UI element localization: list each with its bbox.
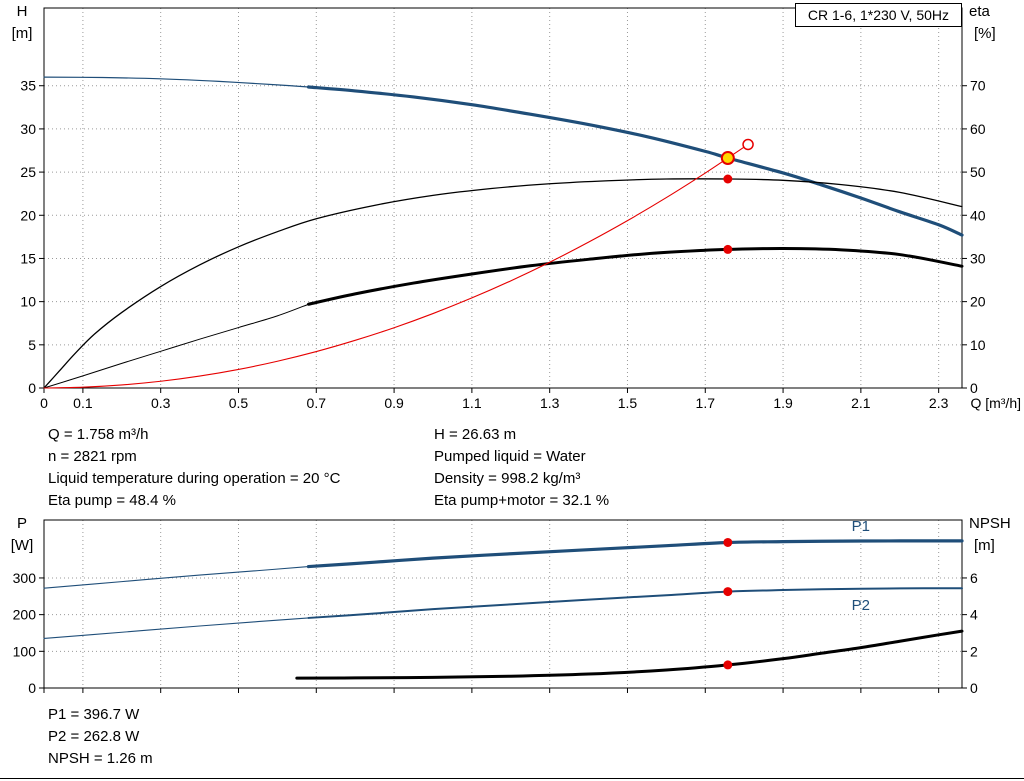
power-info: P1 = 396.7 W P2 = 262.8 W NPSH = 1.26 m (48, 704, 153, 770)
y-right-axis-name: NPSH (969, 515, 1011, 532)
eta-pump-curve (43, 178, 963, 389)
info-line-n: n = 2821 rpm (48, 448, 137, 465)
svg-text:1.5: 1.5 (618, 395, 638, 411)
svg-text:100: 100 (13, 643, 37, 659)
system-curve (43, 143, 749, 389)
series-label-p2: P2 (852, 597, 870, 614)
svg-text:30: 30 (20, 121, 36, 137)
svg-text:35: 35 (20, 78, 36, 94)
p1-marker (723, 537, 733, 547)
svg-text:1.3: 1.3 (540, 395, 560, 411)
eta-pump-marker (723, 174, 733, 184)
svg-text:4: 4 (970, 607, 978, 623)
svg-text:0.1: 0.1 (73, 395, 93, 411)
svg-text:2: 2 (970, 643, 978, 659)
plot-frame (43, 7, 963, 389)
svg-text:30: 30 (970, 250, 986, 266)
svg-text:2.1: 2.1 (851, 395, 871, 411)
svg-text:1.1: 1.1 (462, 395, 482, 411)
open-duty-point (742, 138, 754, 151)
pump-model-box: CR 1-6, 1*230 V, 50Hz (794, 3, 962, 27)
info-line-h: H = 26.63 m (434, 426, 517, 443)
y-left-axis-unit: [m] (12, 25, 33, 42)
info-line-density: Density = 998.2 kg/m³ (434, 470, 581, 487)
p2-curve-thin (43, 617, 310, 640)
axis-corner-labels: H [m] eta [%] (12, 3, 996, 42)
duty-info-left: Q = 1.758 m³/h n = 2821 rpm Liquid tempe… (48, 424, 340, 512)
svg-text:25: 25 (20, 164, 36, 180)
svg-text:0.5: 0.5 (229, 395, 249, 411)
axis-ticks (39, 85, 967, 393)
p2-curve (307, 587, 963, 619)
x-axis-label: Q [m³/h] (970, 395, 1021, 411)
info-line-p1: P1 = 396.7 W (48, 706, 140, 723)
axis-ticks (39, 577, 967, 693)
svg-text:0.3: 0.3 (151, 395, 171, 411)
svg-text:0: 0 (970, 380, 978, 396)
plot-frame (43, 519, 963, 689)
grid (44, 8, 962, 388)
svg-text:15: 15 (20, 250, 36, 266)
y-left-axis-unit: [W] (11, 537, 34, 554)
y-right-axis-unit: [m] (974, 537, 995, 554)
info-line-eta-total: Eta pump+motor = 32.1 % (434, 492, 610, 509)
y-right-axis-name: eta (969, 3, 991, 20)
svg-text:200: 200 (13, 607, 37, 623)
svg-text:1.9: 1.9 (773, 395, 793, 411)
axis-tick-labels: 0 5 10 15 20 25 30 35 0 10 20 30 40 50 60 70 0 0.1 0.3 0.5 0… (20, 78, 1021, 411)
svg-text:0: 0 (28, 380, 36, 396)
duty-info-right: H = 26.63 m Pumped liquid = Water Densit… (434, 424, 609, 512)
y-left-axis-name: P (17, 515, 27, 532)
svg-text:0.9: 0.9 (384, 395, 404, 411)
info-line-p2: P2 = 262.8 W (48, 728, 140, 745)
pump-curve (306, 85, 964, 237)
pump-curve-thin (43, 76, 310, 88)
svg-text:0: 0 (970, 680, 978, 696)
p1-curve (306, 539, 964, 569)
series-label-p1: P1 (852, 518, 870, 535)
svg-text:70: 70 (970, 78, 986, 94)
axis-corner-labels: P [W] NPSH [m] (11, 515, 1011, 554)
duty-point[interactable] (720, 151, 735, 166)
svg-text:20: 20 (20, 207, 36, 223)
svg-text:1.7: 1.7 (696, 395, 716, 411)
grid (44, 520, 962, 688)
axis-tick-labels: 0 100 200 300 0 2 4 6 (13, 570, 978, 696)
svg-text:40: 40 (970, 207, 986, 223)
eta-pump-motor-thin (43, 303, 310, 389)
svg-text:0.7: 0.7 (307, 395, 327, 411)
npsh-curve (295, 629, 964, 680)
svg-text:6: 6 (970, 570, 978, 586)
y-left-axis-name: H (17, 3, 28, 20)
info-line-liquid: Pumped liquid = Water (434, 448, 586, 465)
svg-text:10: 10 (970, 337, 986, 353)
qh-eta-chart: 0 5 10 15 20 25 30 35 0 10 20 30 40 50 60 70 0 0.1 0.3 0.5 0… (12, 3, 1021, 411)
p1-curve-thin (43, 566, 310, 589)
npsh-marker (723, 660, 733, 670)
bottom-divider (0, 778, 1024, 779)
svg-text:10: 10 (20, 294, 36, 310)
svg-text:50: 50 (970, 164, 986, 180)
info-line-q: Q = 1.758 m³/h (48, 426, 149, 443)
svg-text:300: 300 (13, 570, 37, 586)
eta-pump-motor-curve (307, 247, 964, 306)
power-npsh-chart: 0 100 200 300 0 2 4 6 P [W] NPSH [m] P1 P2 (11, 515, 1011, 696)
svg-text:5: 5 (28, 337, 36, 353)
svg-text:60: 60 (970, 121, 986, 137)
eta-pump-motor-marker (723, 244, 733, 254)
svg-text:20: 20 (970, 294, 986, 310)
info-line-npsh: NPSH = 1.26 m (48, 750, 153, 767)
svg-text:2.3: 2.3 (929, 395, 949, 411)
p2-marker (723, 587, 733, 597)
info-line-eta-pump: Eta pump = 48.4 % (48, 492, 176, 509)
info-line-temperature: Liquid temperature during operation = 20… (48, 470, 341, 487)
y-right-axis-unit: [%] (974, 25, 996, 42)
svg-text:0: 0 (40, 395, 48, 411)
svg-text:0: 0 (28, 680, 36, 696)
